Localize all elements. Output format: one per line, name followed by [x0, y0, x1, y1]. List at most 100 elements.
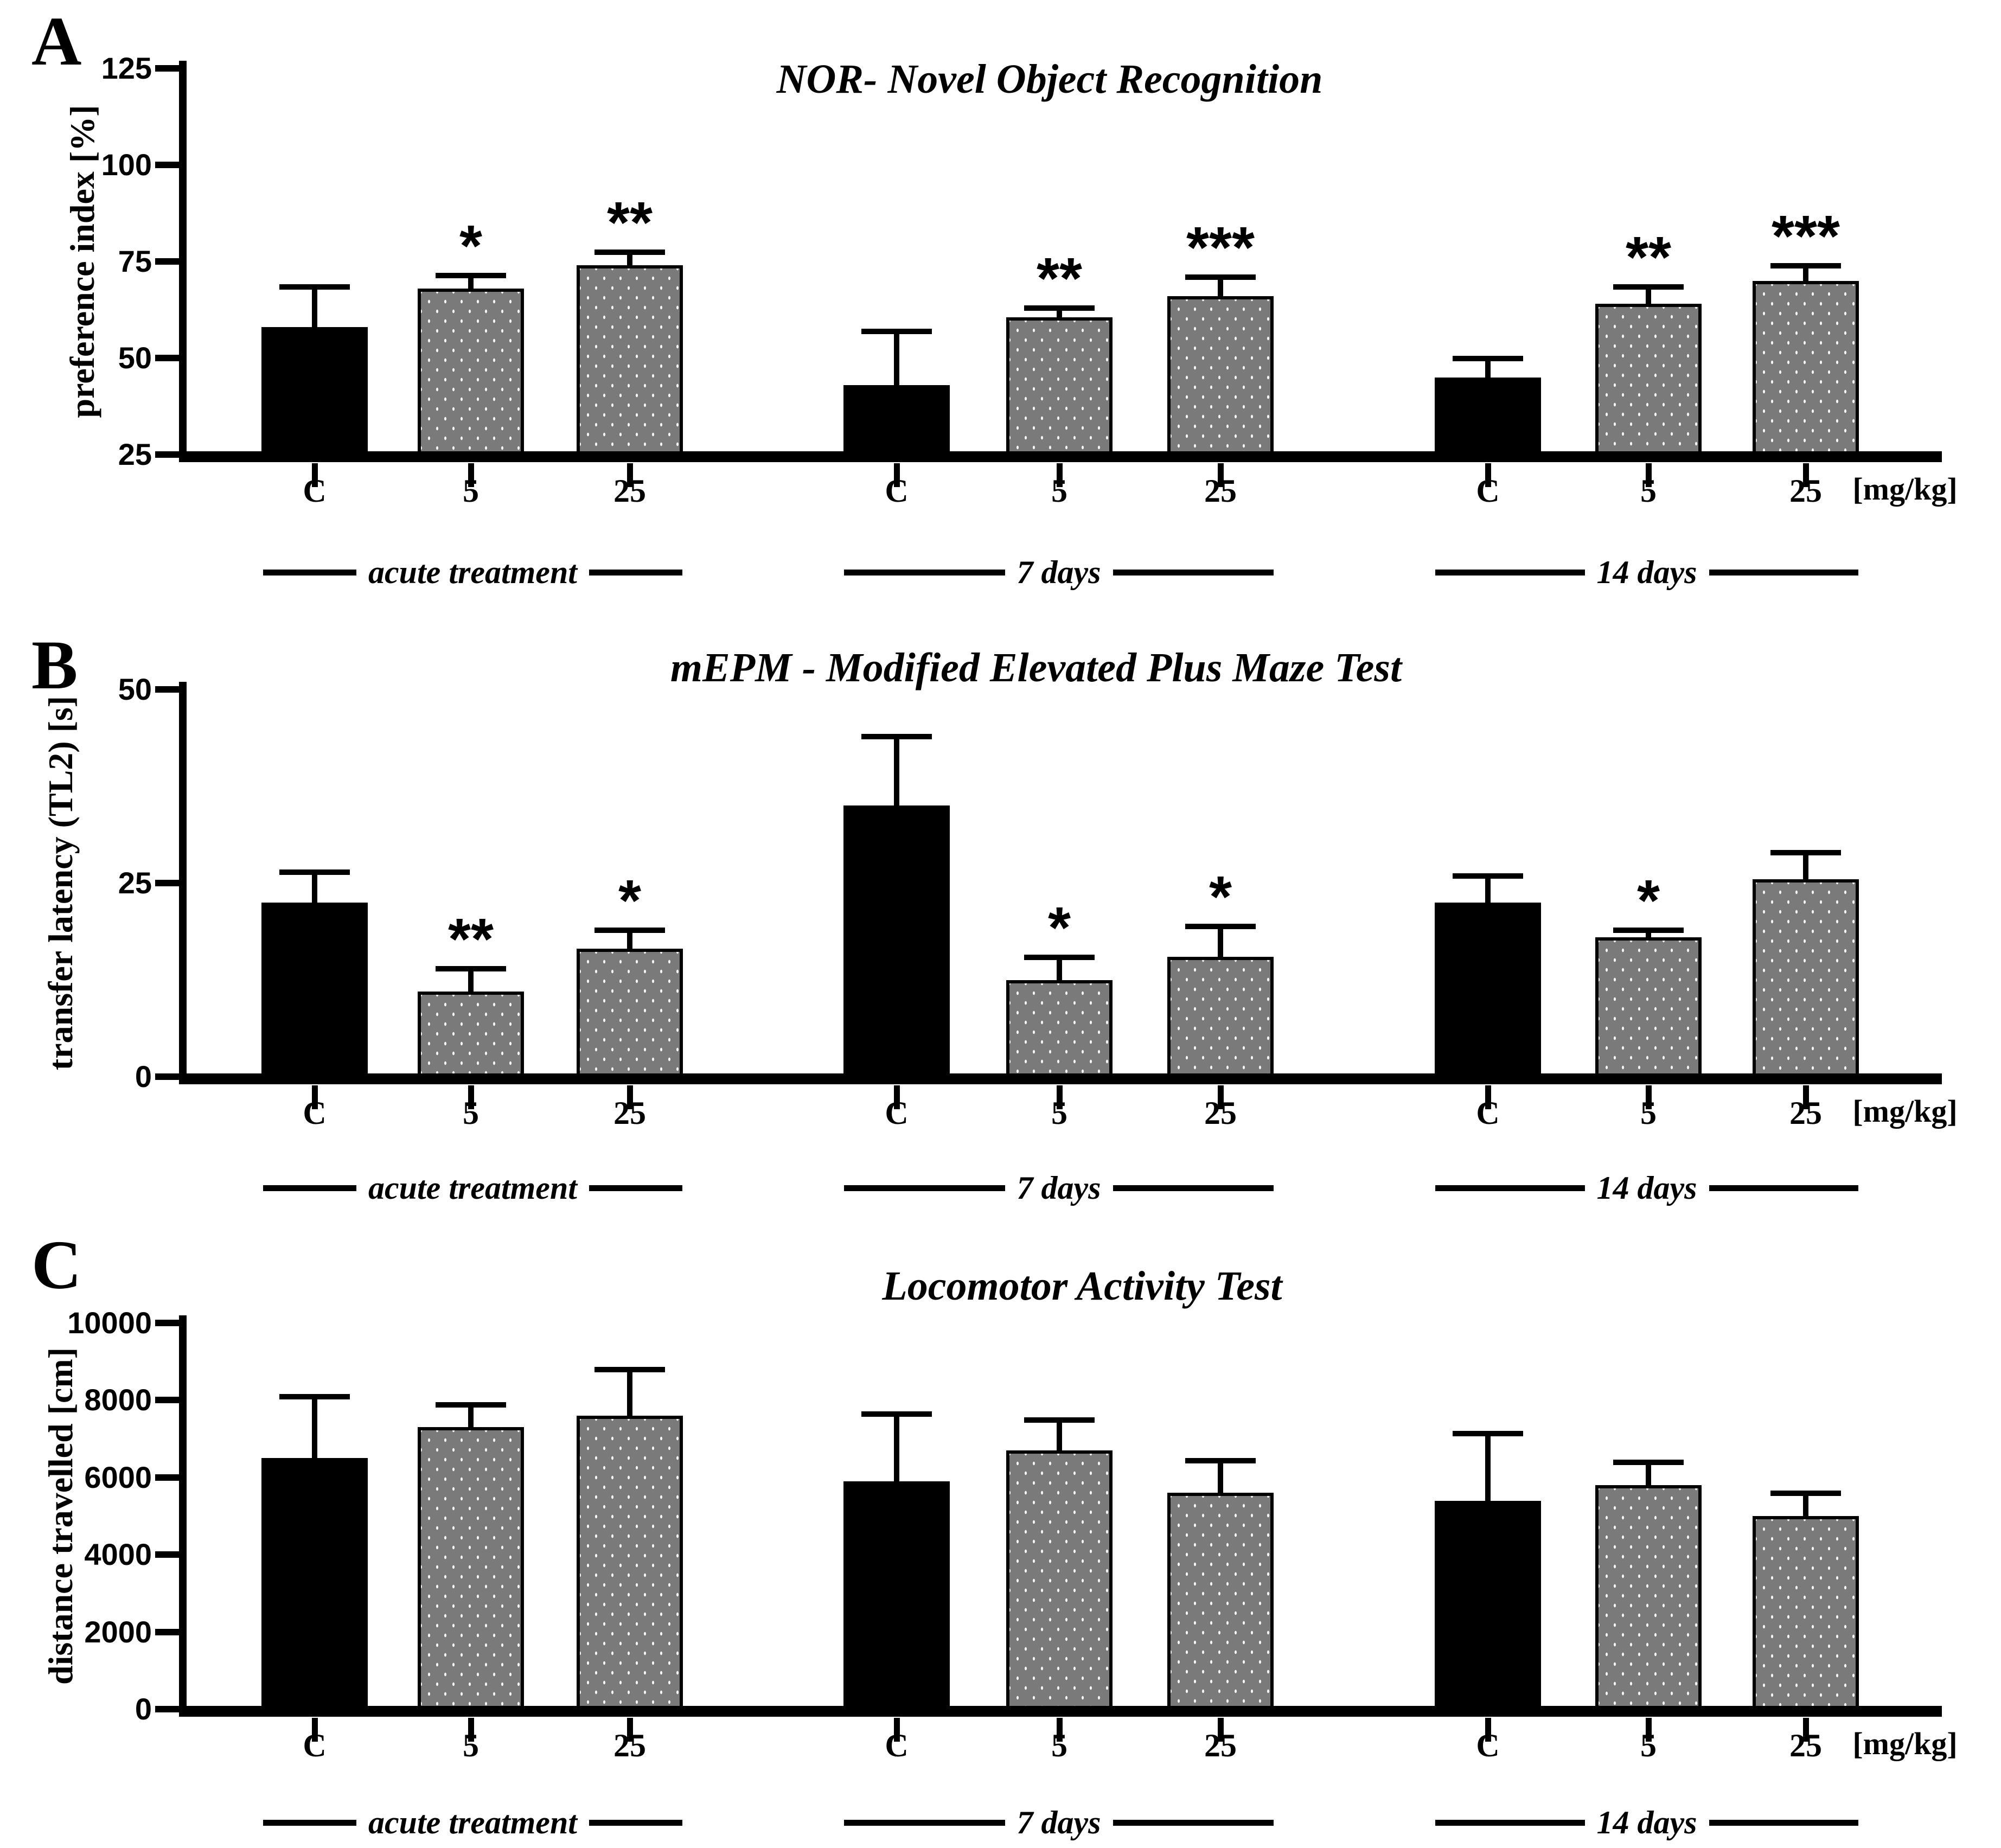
- error-bar-cap: [279, 869, 350, 875]
- error-bar-cap: [1185, 923, 1256, 929]
- error-bar-cap: [1770, 1491, 1841, 1497]
- bar-14-days-C: [1435, 377, 1541, 455]
- panel-letter-c: C: [31, 1226, 82, 1303]
- bar-14-days-5: [1595, 1485, 1702, 1709]
- error-bar-cap: [279, 284, 350, 290]
- y-tick-label: 100: [101, 148, 152, 182]
- x-tick-mark: [1646, 1085, 1652, 1109]
- x-tick-label-dose: 5: [1640, 473, 1657, 509]
- x-tick-label-dose: 5: [463, 1095, 479, 1131]
- y-tick-label: 2000: [84, 1614, 152, 1649]
- group-bracket-line: [844, 1185, 1005, 1191]
- error-bar-line: [894, 1414, 899, 1483]
- treatment-group-row: 14 days: [1435, 1804, 1859, 1841]
- group-label: 14 days: [1596, 554, 1697, 590]
- panel-c-title: Locomotor Activity Test: [882, 1263, 1282, 1309]
- y-tick-mark: [155, 1397, 179, 1404]
- error-bar-cap: [1024, 305, 1095, 311]
- group-bracket-line: [263, 1819, 357, 1826]
- group-label: acute treatment: [368, 1805, 577, 1840]
- x-tick-mark: [1057, 463, 1063, 487]
- x-tick-mark: [894, 1718, 900, 1742]
- treatment-group-row: 7 days: [844, 554, 1274, 591]
- error-bar-cap: [594, 1367, 665, 1373]
- y-tick-mark: [155, 355, 179, 361]
- error-bar-line: [312, 286, 317, 330]
- x-tick-label-dose: 5: [1051, 1095, 1067, 1131]
- bar-acute-treatment-25: [577, 265, 683, 455]
- x-tick-label-dose: C: [1476, 473, 1500, 509]
- error-bar-line: [1803, 1493, 1808, 1518]
- x-tick-label-dose: 5: [1640, 1728, 1657, 1763]
- error-bar-cap: [1613, 927, 1684, 933]
- x-tick-label-dose: 5: [463, 473, 479, 509]
- x-tick-mark: [312, 463, 318, 487]
- bar-7-days-5: [1006, 980, 1113, 1077]
- error-bar-line: [894, 736, 899, 808]
- error-bar-cap: [1453, 356, 1523, 361]
- bar-acute-treatment-C: [261, 327, 368, 455]
- bar-7-days-C: [843, 805, 950, 1077]
- significance-stars: ***: [1186, 214, 1255, 280]
- group-bracket-line: [1435, 1185, 1585, 1191]
- y-tick-label: 125: [101, 51, 152, 85]
- significance-stars: **: [1625, 224, 1672, 290]
- bar-14-days-25: [1753, 280, 1859, 455]
- x-tick-label-dose: C: [1476, 1095, 1500, 1131]
- y-axis-line: [179, 1315, 187, 1715]
- x-tick-label-dose: 25: [1789, 473, 1822, 509]
- bar-7-days-25: [1167, 1493, 1274, 1709]
- error-bar-line: [894, 331, 899, 387]
- bar-acute-treatment-C: [261, 1458, 368, 1709]
- x-tick-label-dose: 25: [613, 1095, 646, 1131]
- group-bracket-line: [1435, 1819, 1585, 1826]
- error-bar-line: [1218, 277, 1223, 299]
- bar-acute-treatment-C: [261, 902, 368, 1077]
- x-tick-label-dose: 25: [1204, 473, 1237, 509]
- error-bar-line: [468, 274, 474, 291]
- x-tick-mark: [1803, 463, 1809, 487]
- y-tick-mark: [155, 686, 179, 693]
- x-tick-label-dose: C: [303, 473, 327, 509]
- x-tick-label-dose: 25: [1789, 1728, 1822, 1763]
- error-bar-line: [627, 1369, 632, 1418]
- error-bar-line: [1485, 875, 1491, 905]
- x-tick-mark: [627, 1718, 633, 1742]
- significance-stars: *: [1209, 863, 1232, 929]
- error-bar-line: [627, 252, 632, 268]
- y-tick-label: 6000: [84, 1460, 152, 1494]
- significance-stars: **: [606, 189, 653, 255]
- group-bracket-line: [1113, 569, 1274, 575]
- x-tick-mark: [1057, 1718, 1063, 1742]
- x-tick-mark: [1646, 1718, 1652, 1742]
- y-tick-mark: [155, 880, 179, 886]
- y-tick-mark: [155, 1474, 179, 1481]
- y-axis-line: [179, 61, 187, 460]
- x-tick-mark: [1803, 1718, 1809, 1742]
- group-label: acute treatment: [368, 1170, 577, 1206]
- x-tick-mark: [1803, 1085, 1809, 1109]
- significance-stars: *: [1047, 894, 1071, 960]
- error-bar-cap: [436, 272, 506, 278]
- x-tick-mark: [894, 1085, 900, 1109]
- x-tick-label-dose: 25: [1204, 1095, 1237, 1131]
- x-tick-mark: [468, 463, 474, 487]
- x-tick-label-dose: C: [885, 1095, 909, 1131]
- y-axis-line: [179, 682, 187, 1082]
- error-bar-cap: [1613, 1460, 1684, 1466]
- x-tick-label-dose: 5: [1640, 1095, 1657, 1131]
- unit-label-mg-kg: [mg/kg]: [1852, 471, 1958, 507]
- error-bar-line: [1646, 286, 1651, 306]
- y-tick-mark: [155, 1628, 179, 1635]
- error-bar-line: [312, 1396, 317, 1461]
- error-bar-line: [1057, 956, 1062, 982]
- error-bar-line: [627, 929, 632, 951]
- significance-stars: ***: [1771, 203, 1840, 269]
- group-bracket-line: [263, 1185, 357, 1191]
- y-tick-label: 50: [118, 672, 152, 706]
- treatment-group-row: 7 days: [844, 1804, 1274, 1841]
- unit-label-mg-kg: [mg/kg]: [1852, 1726, 1958, 1761]
- error-bar-line: [1057, 1419, 1062, 1453]
- error-bar-cap: [1453, 873, 1523, 879]
